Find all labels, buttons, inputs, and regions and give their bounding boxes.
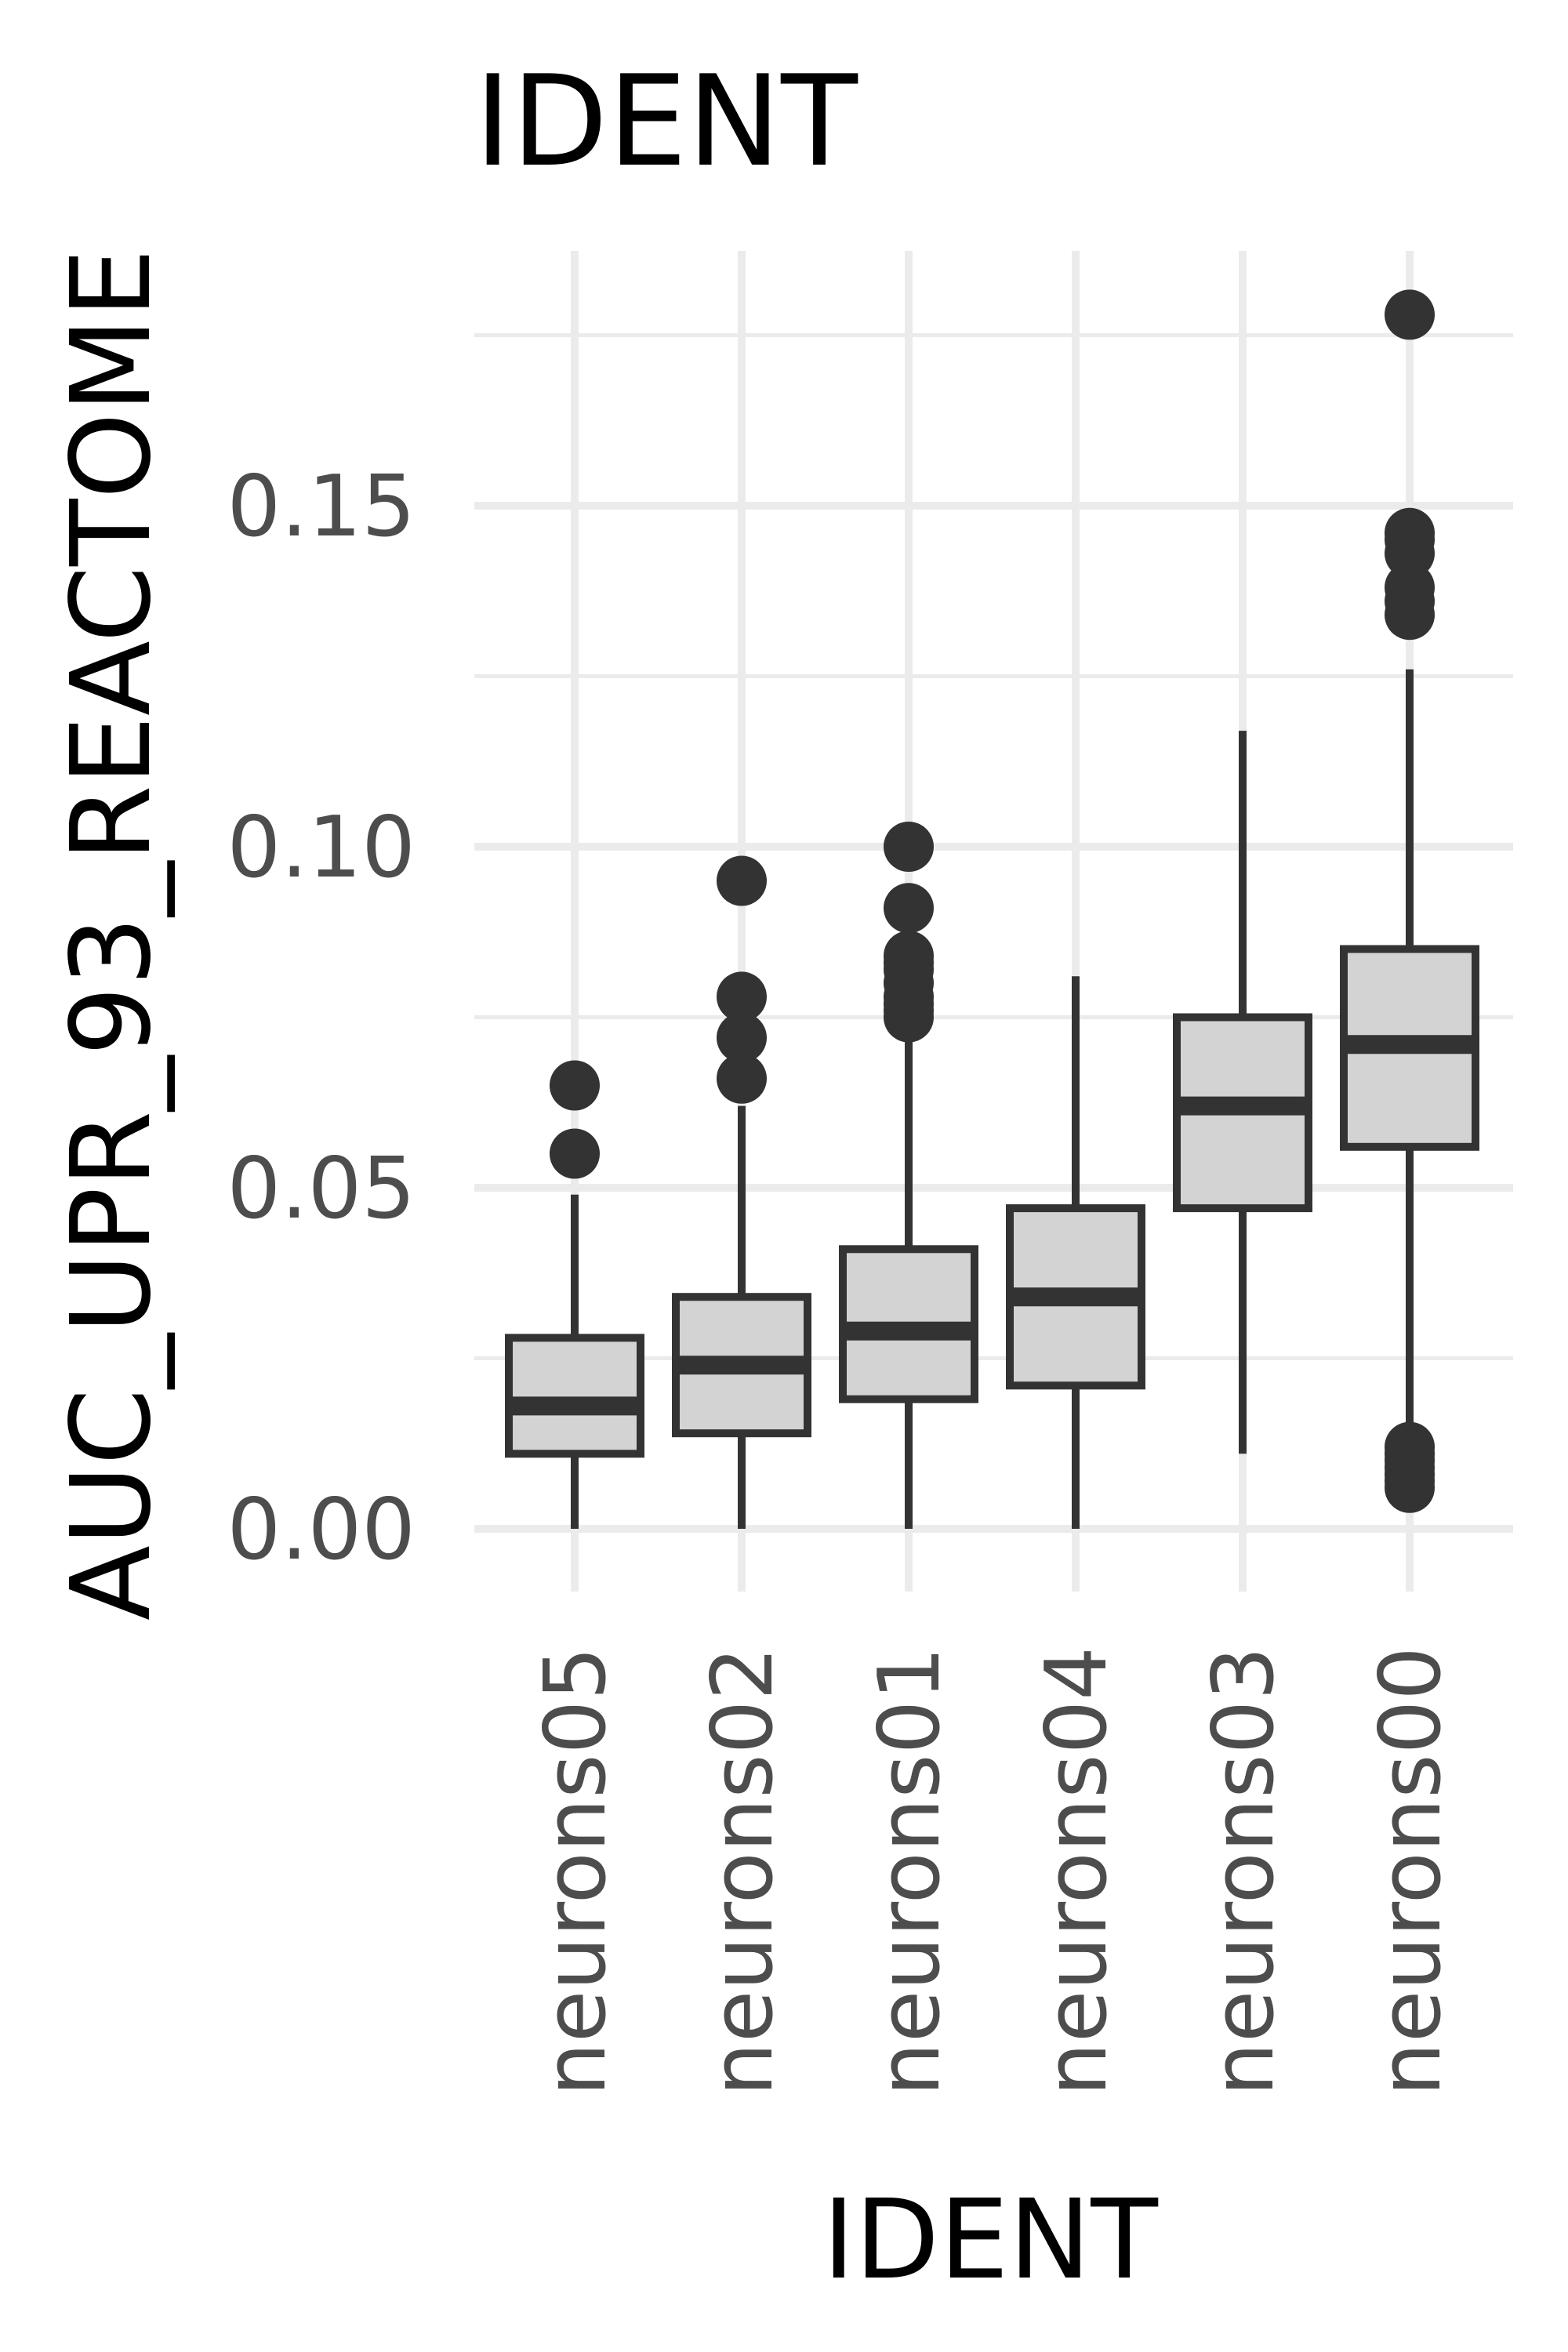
x-tick-label: neurons00 (1362, 1646, 1460, 2096)
x-tick-label: neurons02 (694, 1646, 792, 2096)
y-axis-title: AUC_UPR_93_REACTOME (48, 249, 176, 1621)
outlier-point (717, 1012, 767, 1063)
outlier-point (1385, 1421, 1435, 1472)
boxes (505, 289, 1479, 1529)
box-neurons00 (1340, 289, 1479, 1513)
box-neurons04 (1006, 976, 1145, 1529)
x-tick-label: neurons05 (527, 1646, 625, 2096)
outlier-point (717, 1053, 767, 1104)
y-tick-label: 0.10 (227, 799, 416, 897)
box-neurons03 (1173, 731, 1312, 1454)
box-neurons05 (505, 1060, 644, 1529)
x-tick-label: neurons04 (1028, 1646, 1126, 2096)
outlier-point (717, 855, 767, 906)
outlier-point (1385, 289, 1435, 340)
box-neurons02 (672, 855, 811, 1529)
y-tick-label: 0.00 (227, 1481, 416, 1579)
outlier-point (1385, 507, 1435, 558)
box-neurons01 (839, 822, 978, 1529)
y-tick-label: 0.15 (227, 458, 416, 556)
x-axis-title: IDENT (822, 2176, 1158, 2304)
x-tick-labels: neurons05 neurons02 neurons01 neurons04 neur… (527, 1646, 1460, 2096)
outlier-point (550, 1060, 600, 1111)
outlier-point (884, 822, 934, 872)
x-tick-label: neurons03 (1195, 1646, 1293, 2096)
outlier-point (884, 883, 934, 934)
outlier-point (717, 971, 767, 1022)
y-tick-labels: 0.00 0.05 0.10 0.15 (227, 458, 416, 1579)
outlier-point (884, 931, 934, 982)
chart-title: IDENT (474, 48, 858, 194)
y-tick-label: 0.05 (227, 1140, 416, 1238)
box-iqr (505, 1334, 644, 1458)
x-tick-label: neurons01 (861, 1646, 959, 2096)
outlier-point (550, 1128, 600, 1179)
